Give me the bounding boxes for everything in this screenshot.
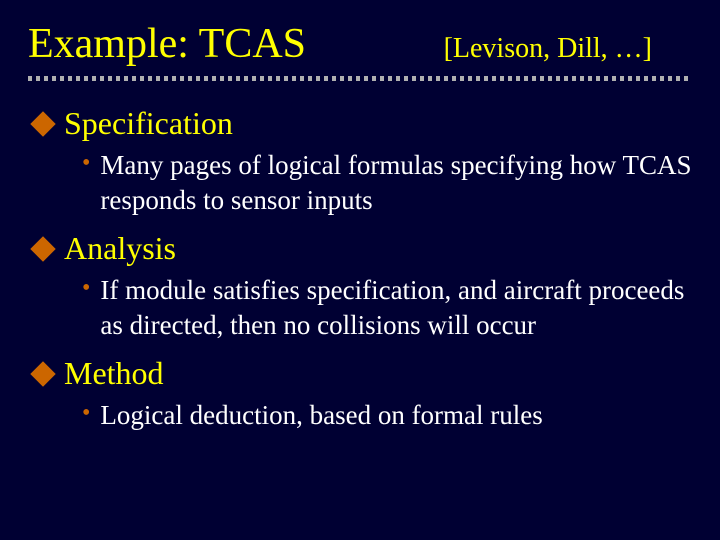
section-title: Method: [64, 355, 164, 392]
slide-title: Example: TCAS: [28, 20, 306, 68]
bullet-icon: •: [82, 148, 90, 218]
bullet-item: • Logical deduction, based on formal rul…: [82, 398, 692, 433]
bullet-icon: •: [82, 273, 90, 343]
section-analysis: Analysis • If module satisfies specifica…: [28, 230, 692, 343]
divider-line: [28, 76, 692, 81]
section-header: Method: [34, 355, 692, 392]
bullet-text: Many pages of logical formulas specifyin…: [100, 148, 692, 218]
section-title: Specification: [64, 105, 233, 142]
bullet-icon: •: [82, 398, 90, 433]
section-specification: Specification • Many pages of logical fo…: [28, 105, 692, 218]
diamond-icon: [30, 236, 55, 261]
section-title: Analysis: [64, 230, 176, 267]
section-header: Specification: [34, 105, 692, 142]
slide-citation: [Levison, Dill, …]: [444, 33, 652, 65]
bullet-text: Logical deduction, based on formal rules: [100, 398, 692, 433]
section-method: Method • Logical deduction, based on for…: [28, 355, 692, 433]
diamond-icon: [30, 111, 55, 136]
bullet-item: • Many pages of logical formulas specify…: [82, 148, 692, 218]
bullet-text: If module satisfies specification, and a…: [100, 273, 692, 343]
section-header: Analysis: [34, 230, 692, 267]
slide-header: Example: TCAS [Levison, Dill, …]: [28, 20, 692, 68]
bullet-item: • If module satisfies specification, and…: [82, 273, 692, 343]
diamond-icon: [30, 361, 55, 386]
